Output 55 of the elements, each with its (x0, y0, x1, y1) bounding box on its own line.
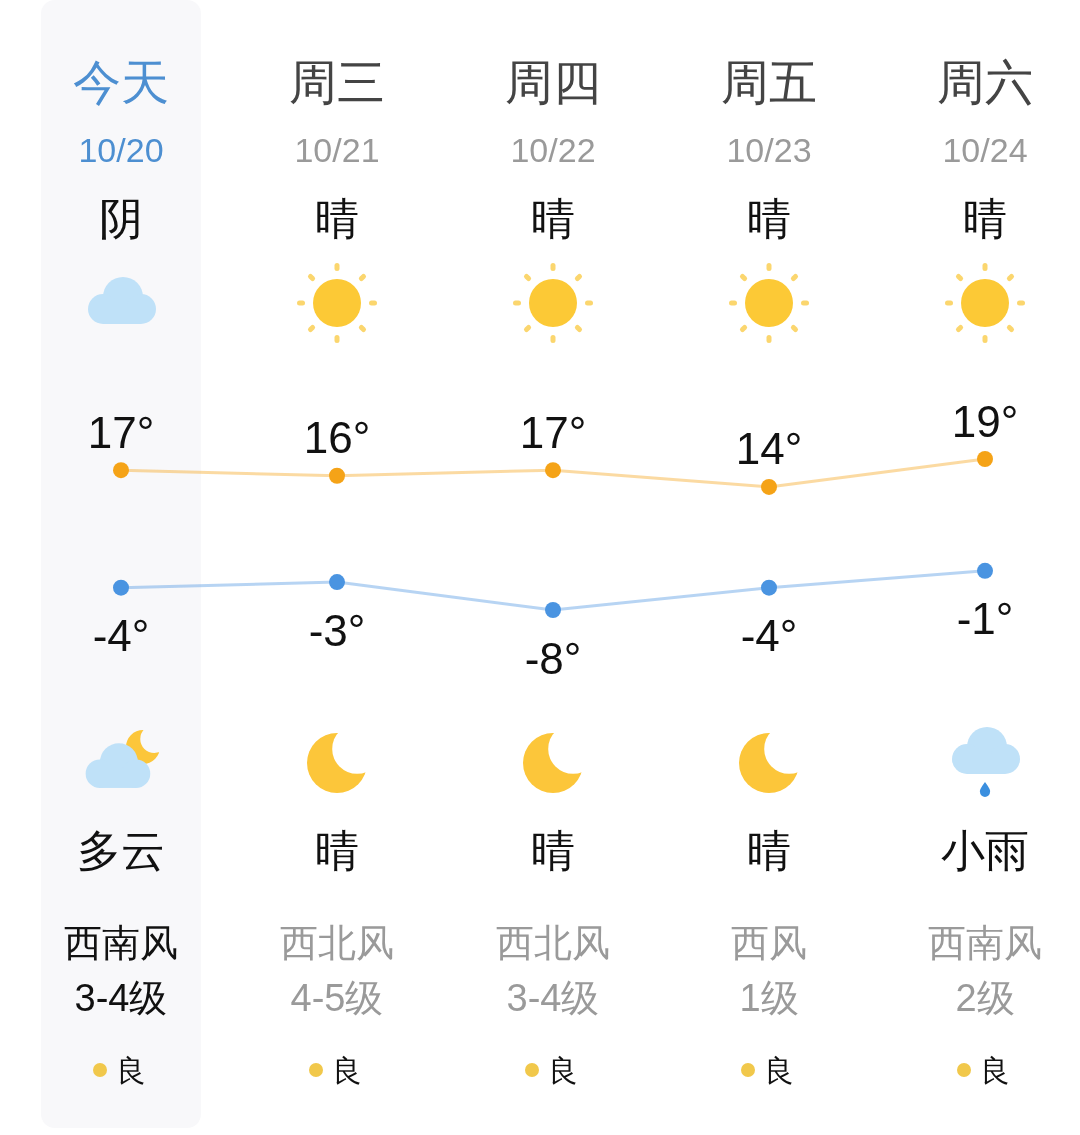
annotation: 10/21 (294, 131, 380, 169)
data-label: 19° (951, 396, 1019, 446)
annotation: 1级 (739, 977, 799, 1019)
data-label: -8° (524, 633, 582, 683)
annotation: 多云 (77, 825, 165, 875)
annotation: 良 (980, 1053, 1010, 1087)
annotation: 3-4级 (74, 977, 168, 1019)
annotation: 良 (764, 1053, 794, 1087)
annotation: 西北风 (496, 922, 610, 964)
annotation: 良 (548, 1053, 578, 1087)
data-label: 17° (519, 407, 587, 457)
point (329, 467, 345, 484)
x-tick-label: 今天 (73, 55, 169, 109)
annotation: 晴 (747, 193, 791, 243)
point (545, 462, 561, 479)
point (977, 562, 993, 579)
point (329, 574, 345, 591)
data-label: -1° (956, 594, 1014, 644)
annotation: 良 (332, 1053, 362, 1087)
x-tick-label: 周四 (505, 55, 601, 109)
data-label: -4° (740, 611, 798, 661)
annotation: 晴 (315, 193, 359, 243)
point (761, 478, 777, 495)
data-label: -4° (92, 611, 150, 661)
annotation: 晴 (747, 825, 791, 875)
data-label: -3° (308, 605, 366, 655)
annotation: 良 (116, 1053, 146, 1087)
annotation: 10/20 (78, 131, 164, 169)
point (113, 579, 129, 596)
annotation: 4-5级 (290, 977, 384, 1019)
x-tick-label: 周六 (937, 55, 1033, 109)
point (761, 579, 777, 596)
annotation: 3-4级 (506, 977, 600, 1019)
annotation: 2级 (955, 977, 1015, 1019)
annotation: 小雨 (941, 825, 1029, 875)
annotation: 晴 (531, 193, 575, 243)
annotation: 西北风 (280, 922, 394, 964)
x-tick-label: 周五 (721, 55, 817, 109)
data-label: 16° (303, 413, 371, 463)
data-label: 17° (87, 407, 155, 457)
point (545, 602, 561, 618)
annotation: 晴 (531, 825, 575, 875)
annotation: 晴 (963, 193, 1007, 243)
x-tick-label: 周三 (289, 55, 385, 109)
annotation: 西南风 (64, 922, 178, 964)
annotation: 10/23 (726, 131, 812, 169)
point (113, 462, 129, 479)
point (977, 451, 993, 467)
annotation: 西风 (731, 922, 807, 964)
annotation: 西南风 (928, 922, 1042, 964)
annotation: 晴 (315, 825, 359, 875)
annotation: 10/22 (510, 131, 596, 169)
annotation: 10/24 (942, 131, 1028, 169)
annotation: 阴 (99, 193, 143, 243)
data-label: 14° (735, 424, 803, 474)
